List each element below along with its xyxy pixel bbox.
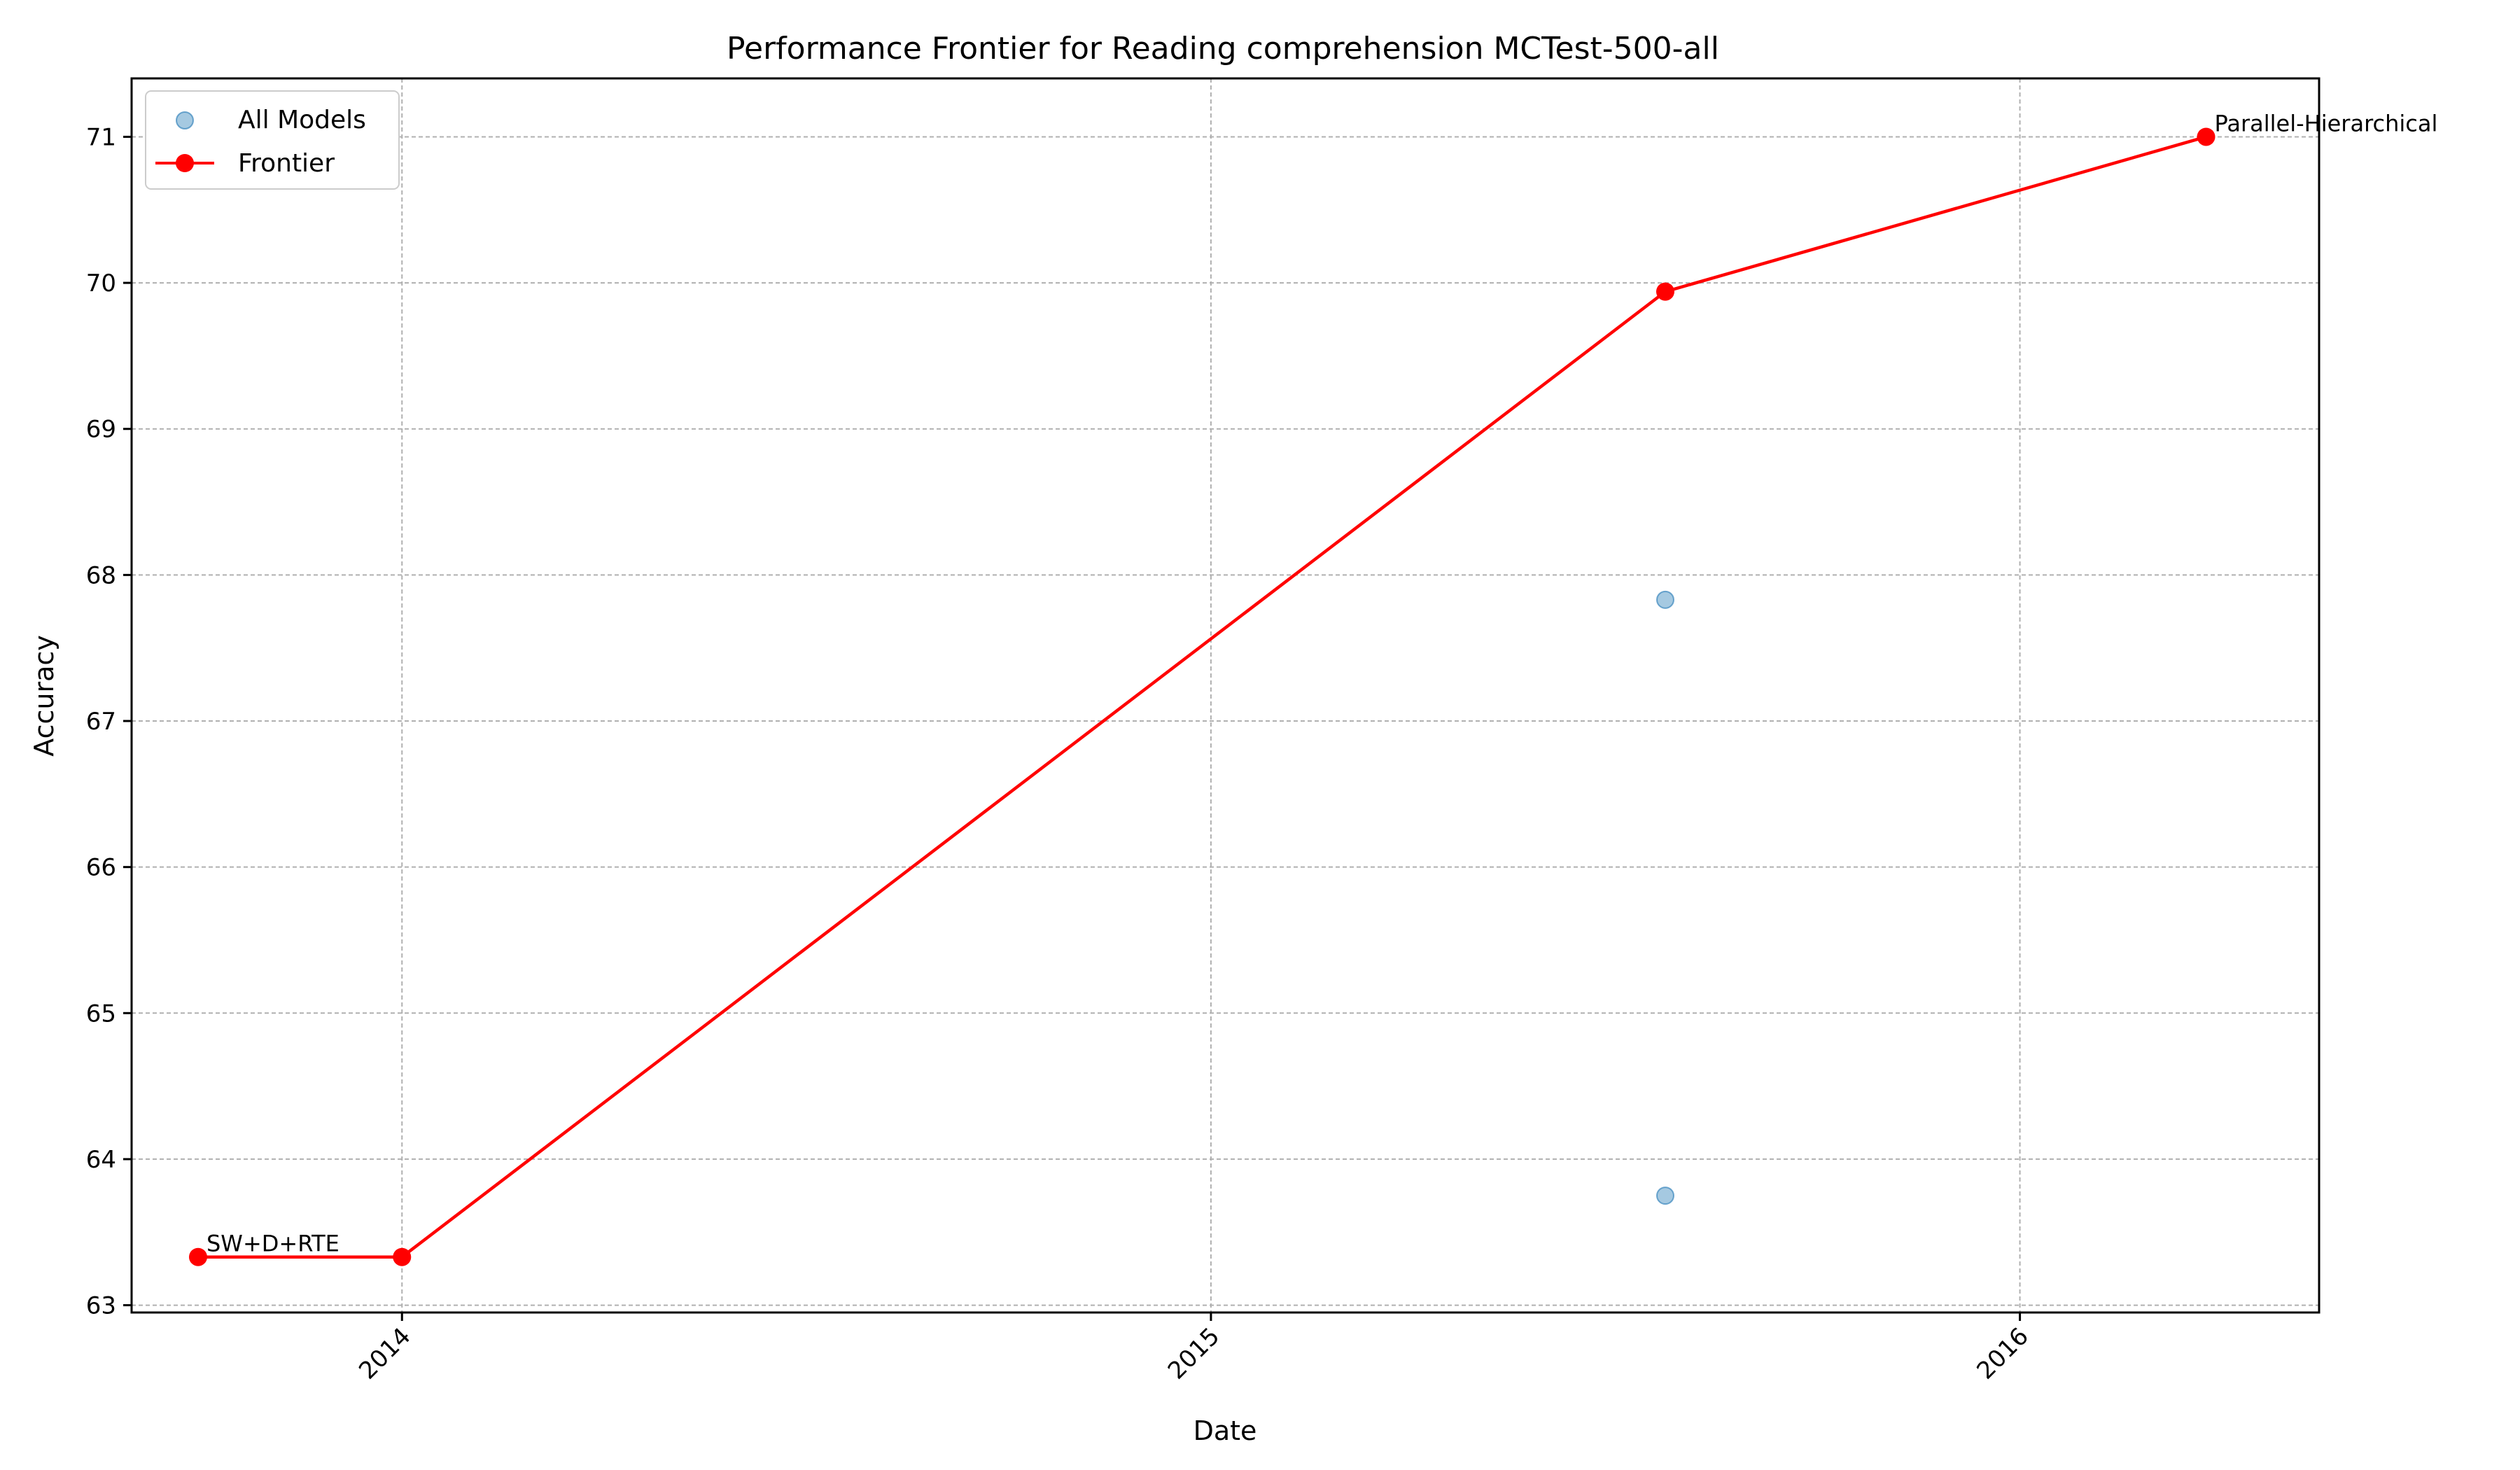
legend-marker-all-models bbox=[176, 111, 194, 130]
y-tick-label: 69 bbox=[86, 416, 116, 444]
y-axis-label: Accuracy bbox=[29, 635, 59, 757]
grid bbox=[132, 78, 2319, 1312]
y-tick-label: 68 bbox=[86, 561, 116, 589]
plot-frame bbox=[130, 77, 2320, 1314]
frontier-point bbox=[2197, 127, 2216, 146]
y-tick-label: 71 bbox=[86, 123, 116, 151]
legend-label-frontier: Frontier bbox=[238, 149, 335, 178]
y-tick-label: 65 bbox=[86, 1000, 116, 1028]
frontier-point bbox=[1656, 282, 1674, 301]
frontier-line bbox=[197, 135, 2207, 1259]
model-point bbox=[1656, 590, 1674, 609]
frontier-point bbox=[393, 1247, 412, 1266]
frontier-point bbox=[188, 1247, 207, 1266]
y-tick-label: 63 bbox=[86, 1292, 116, 1320]
y-tick-label: 64 bbox=[86, 1146, 116, 1174]
legend: All Models Frontier bbox=[145, 90, 400, 190]
point-annotation: Parallel-Hierarchical bbox=[2215, 110, 2438, 136]
legend-marker-frontier bbox=[176, 154, 194, 172]
y-tick-label: 66 bbox=[86, 854, 116, 882]
y-tick-label: 70 bbox=[86, 270, 116, 298]
model-point bbox=[1656, 1186, 1674, 1205]
chart-title: Performance Frontier for Reading compreh… bbox=[727, 31, 1719, 66]
plot-area: SW+D+RTE Parallel-Hierarchical bbox=[188, 110, 2438, 1266]
x-axis-label: Date bbox=[1194, 1415, 1257, 1446]
legend-label-all-models: All Models bbox=[238, 106, 366, 134]
y-tick-label: 67 bbox=[86, 708, 116, 736]
point-annotation: SW+D+RTE bbox=[206, 1231, 340, 1257]
